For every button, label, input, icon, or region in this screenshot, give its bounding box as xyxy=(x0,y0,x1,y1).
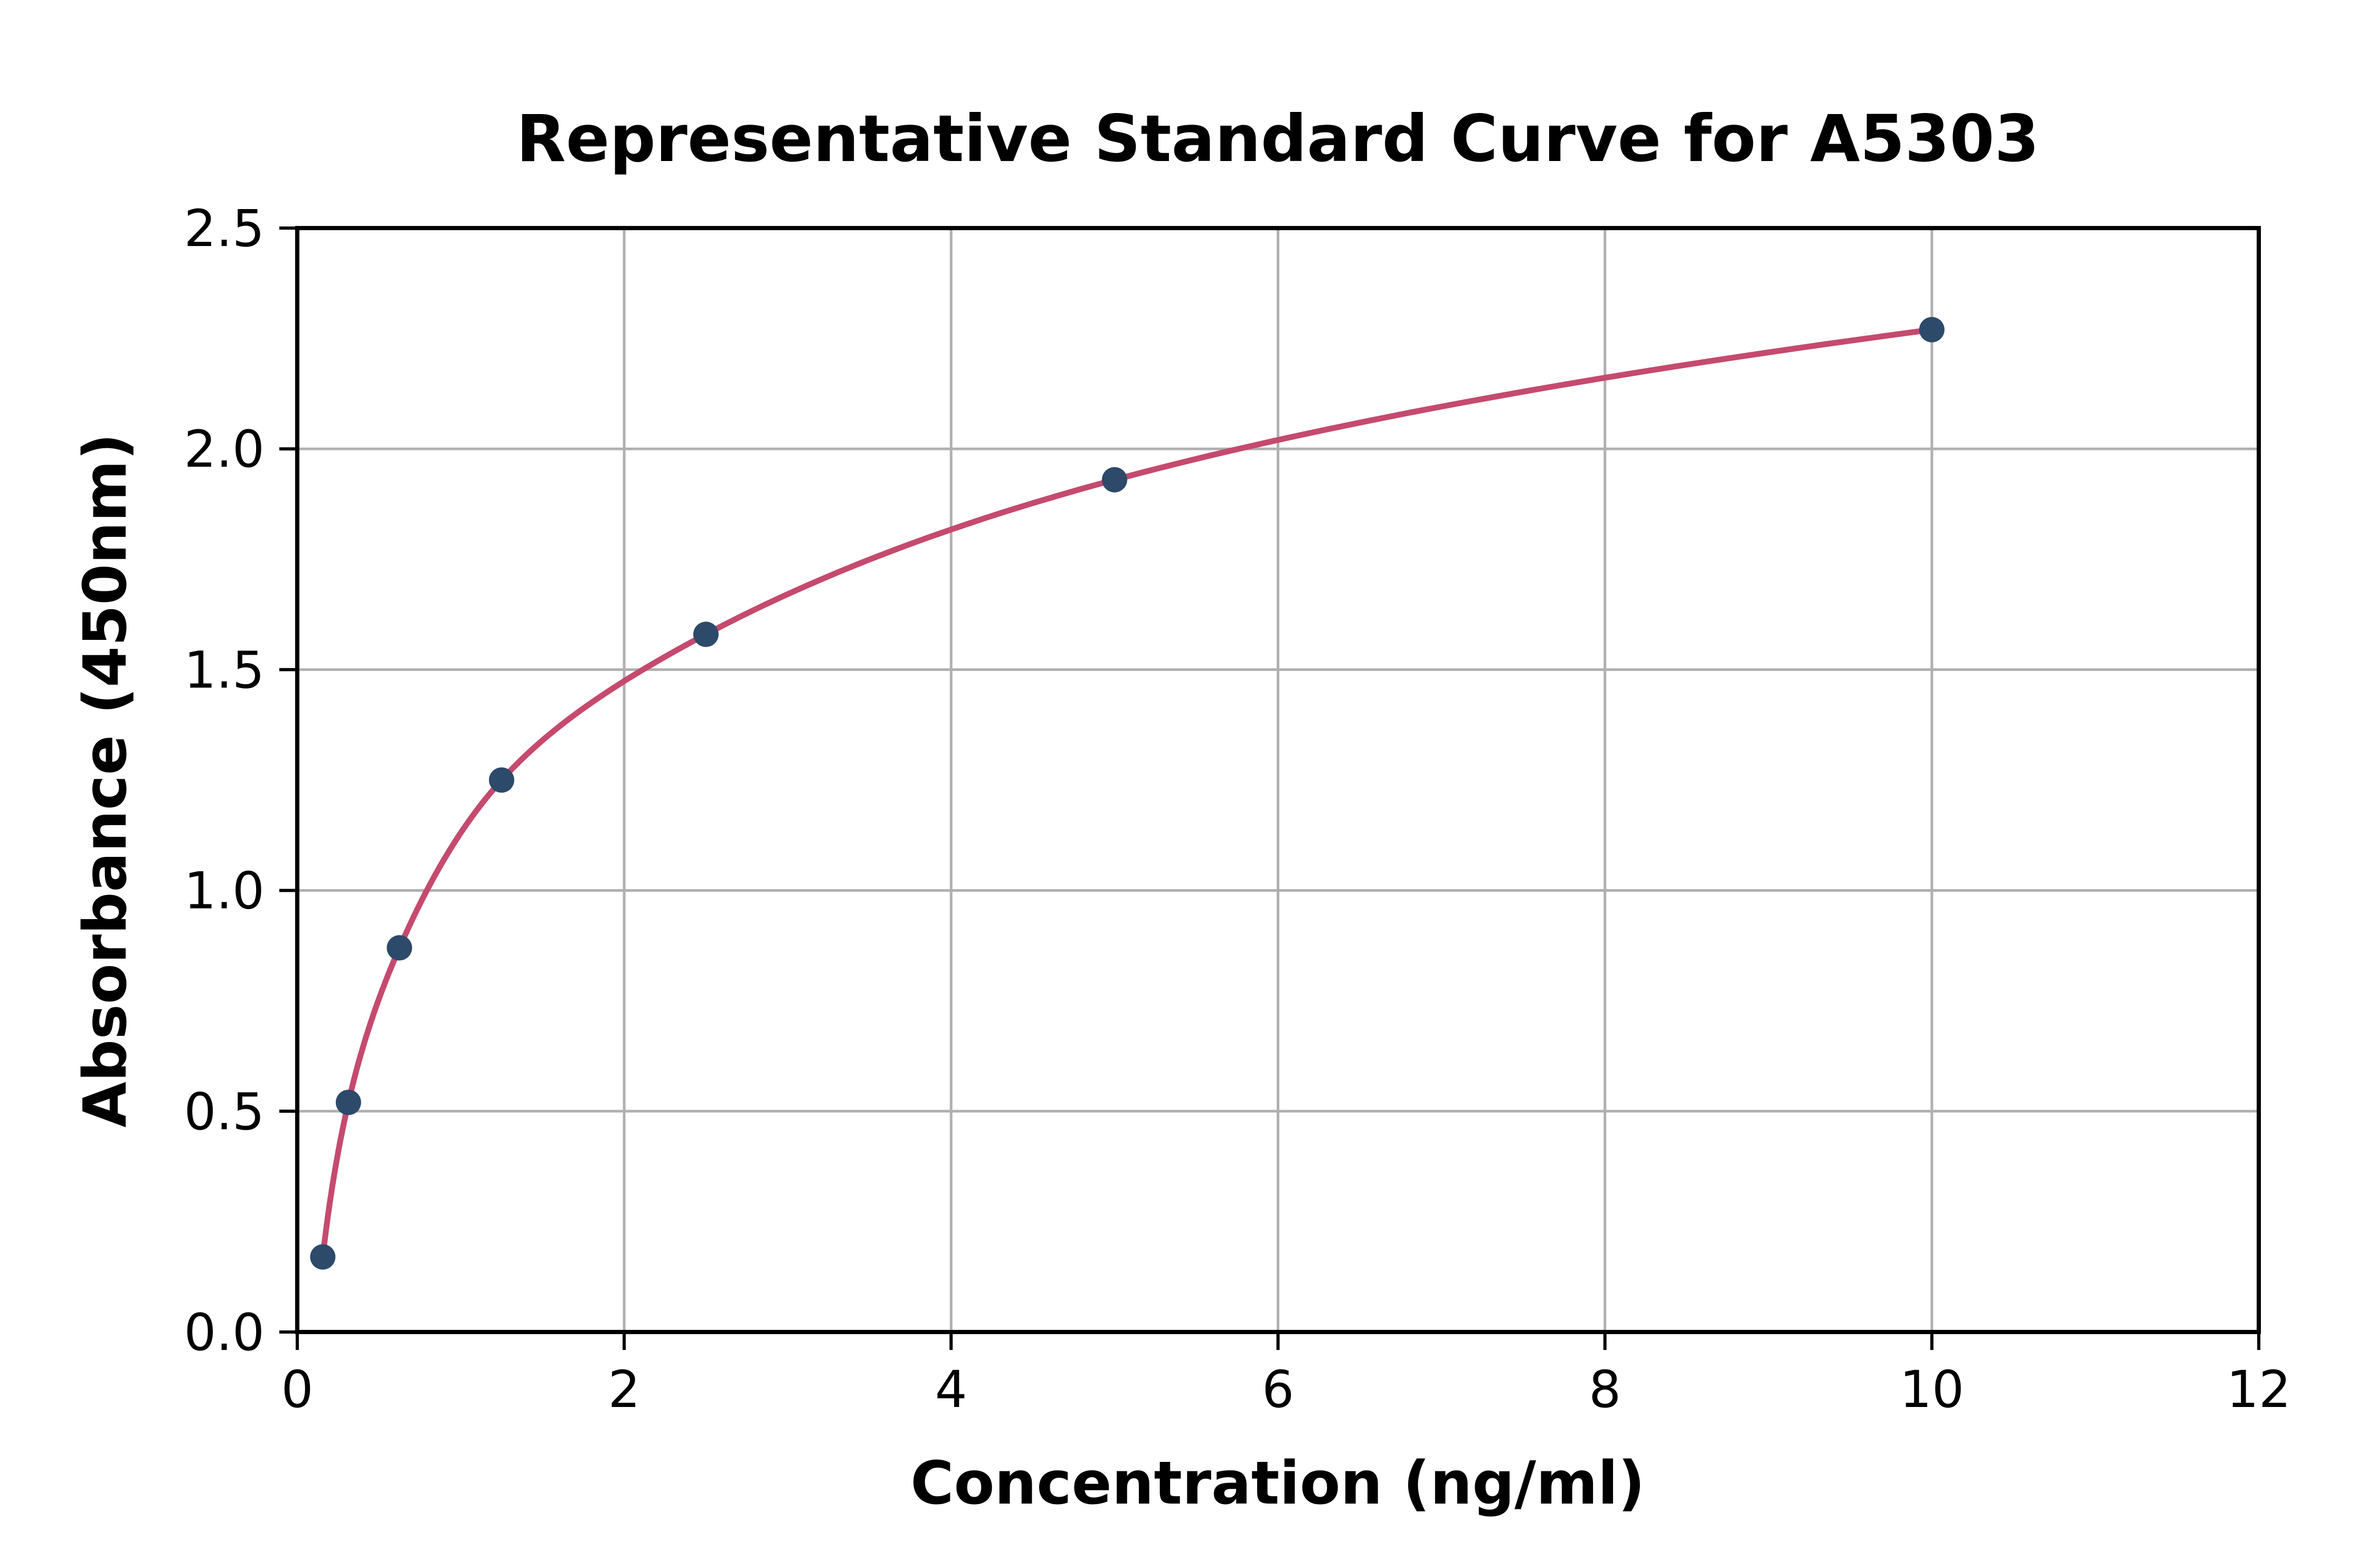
y-tick-label: 1.5 xyxy=(184,640,265,700)
tick-marks xyxy=(279,226,2260,1350)
x-axis-label: Concentration (ng/ml) xyxy=(910,1449,1645,1518)
data-point-marker xyxy=(335,1090,361,1116)
x-tick-label: 0 xyxy=(281,1360,313,1419)
x-tick-label: 8 xyxy=(1589,1360,1621,1419)
x-tick-label: 4 xyxy=(935,1360,967,1419)
data-point-marker xyxy=(693,621,719,647)
y-tick-label: 2.0 xyxy=(184,420,265,479)
x-tick-label: 6 xyxy=(1262,1360,1294,1419)
chart-title: Representative Standard Curve for A5303 xyxy=(516,101,2039,176)
data-points xyxy=(310,317,1945,1270)
data-point-marker xyxy=(310,1244,336,1270)
tick-labels: 0 2 4 6 8 10 12 0.0 0.5 1.0 1.5 2.0 2.5 xyxy=(184,199,2291,1419)
y-axis-label: Absorbance (450nm) xyxy=(71,433,140,1127)
y-tick-label: 1.0 xyxy=(184,862,265,921)
fit-curve-path xyxy=(319,326,1932,1258)
y-tick-label: 2.5 xyxy=(184,199,265,258)
y-tick-label: 0.5 xyxy=(184,1082,265,1141)
x-tick-label: 12 xyxy=(2227,1360,2291,1419)
x-tick-label: 2 xyxy=(608,1360,640,1419)
data-point-marker xyxy=(489,767,514,793)
data-point-marker xyxy=(386,935,412,961)
data-point-marker xyxy=(1101,467,1127,493)
fitted-curve xyxy=(319,326,1932,1258)
data-point-marker xyxy=(1919,317,1945,343)
y-tick-label: 0.0 xyxy=(184,1303,265,1362)
x-tick-label: 10 xyxy=(1900,1360,1964,1419)
gridlines xyxy=(297,228,2259,1332)
